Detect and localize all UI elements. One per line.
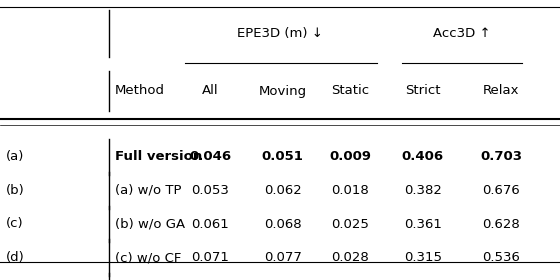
Text: EPE3D (m) ↓: EPE3D (m) ↓	[237, 27, 323, 40]
Text: 0.077: 0.077	[264, 251, 302, 264]
Text: 0.536: 0.536	[482, 251, 520, 264]
Text: 0.025: 0.025	[331, 218, 369, 230]
Text: 0.628: 0.628	[482, 218, 520, 230]
Text: (c) w/o CF: (c) w/o CF	[115, 251, 181, 264]
Text: 0.051: 0.051	[262, 150, 304, 163]
Text: 0.062: 0.062	[264, 184, 302, 197]
Text: Relax: Relax	[483, 85, 520, 97]
Text: 0.703: 0.703	[480, 150, 522, 163]
Text: 0.071: 0.071	[191, 251, 229, 264]
Text: 0.061: 0.061	[191, 218, 229, 230]
Text: 0.676: 0.676	[482, 184, 520, 197]
Text: Moving: Moving	[259, 85, 307, 97]
Text: Acc3D ↑: Acc3D ↑	[433, 27, 491, 40]
Text: 0.053: 0.053	[191, 184, 229, 197]
Text: 0.382: 0.382	[404, 184, 442, 197]
Text: 0.315: 0.315	[404, 251, 442, 264]
Text: (b): (b)	[6, 184, 24, 197]
Text: 0.406: 0.406	[402, 150, 444, 163]
Text: 0.046: 0.046	[189, 150, 231, 163]
Text: (b) w/o GA: (b) w/o GA	[115, 218, 185, 230]
Text: All: All	[202, 85, 218, 97]
Text: Method: Method	[115, 85, 165, 97]
Text: (a) w/o TP: (a) w/o TP	[115, 184, 181, 197]
Text: Strict: Strict	[405, 85, 441, 97]
Text: Full version: Full version	[115, 150, 202, 163]
Text: 0.028: 0.028	[331, 251, 369, 264]
Text: 0.068: 0.068	[264, 218, 302, 230]
Text: 0.009: 0.009	[329, 150, 371, 163]
Text: Static: Static	[331, 85, 369, 97]
Text: (d): (d)	[6, 251, 24, 264]
Text: (a): (a)	[6, 150, 24, 163]
Text: (c): (c)	[6, 218, 23, 230]
Text: 0.361: 0.361	[404, 218, 442, 230]
Text: 0.018: 0.018	[331, 184, 369, 197]
